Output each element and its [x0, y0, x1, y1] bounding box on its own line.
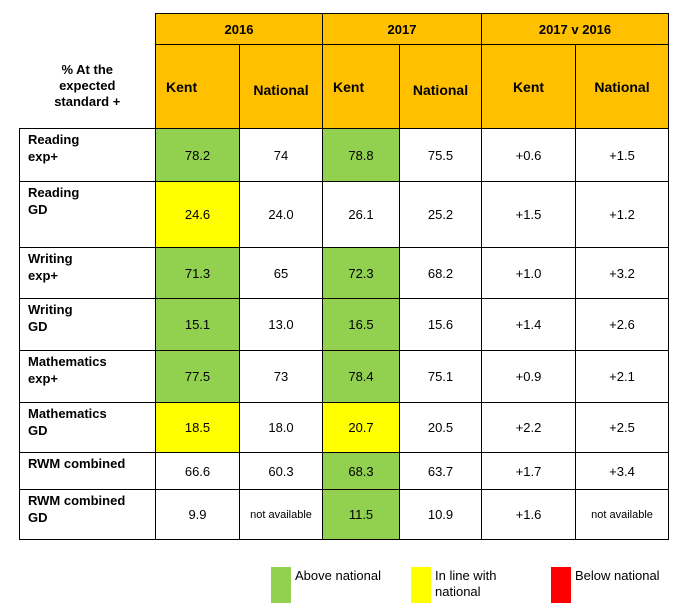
cell-national-2017: 20.5: [399, 402, 482, 453]
cell-national-2016: 73: [239, 350, 323, 403]
cell-kent-change: +2.2: [481, 402, 576, 453]
results-table: 2016 2017 2017 v 2016 % At the expected …: [19, 13, 669, 540]
row-label: Reading exp+: [19, 128, 156, 182]
row-label: Writing exp+: [19, 247, 156, 299]
col-national-2016: National: [239, 44, 323, 129]
table-row: Mathematics exp+ 77.5 73 78.4 75.1 +0.9 +2.1: [19, 350, 669, 403]
row-label: RWM combined: [19, 452, 156, 490]
row-label: Writing GD: [19, 298, 156, 351]
cell-national-2017: 63.7: [399, 452, 482, 490]
cell-kent-2016: 66.6: [155, 452, 240, 490]
corner-blank: [19, 13, 156, 45]
cell-national-2017: 15.6: [399, 298, 482, 351]
cell-kent-change: +1.0: [481, 247, 576, 299]
col-kent-2017: Kent: [322, 44, 400, 129]
cell-kent-change: +1.5: [481, 181, 576, 248]
cell-kent-2017: 16.5: [322, 298, 400, 351]
cell-kent-2016: 9.9: [155, 489, 240, 540]
cell-national-2017: 10.9: [399, 489, 482, 540]
cell-kent-change: +1.7: [481, 452, 576, 490]
cell-kent-change: +1.4: [481, 298, 576, 351]
cell-kent-2017: 26.1: [322, 181, 400, 248]
legend-below-swatch: [551, 567, 571, 603]
legend-below-label: Below national: [575, 568, 660, 583]
cell-kent-2016: 15.1: [155, 298, 240, 351]
cell-kent-2017: 11.5: [322, 489, 400, 540]
cell-national-change: not available: [575, 489, 669, 540]
legend-in-line-swatch: [411, 567, 431, 603]
cell-national-2016: 18.0: [239, 402, 323, 453]
cell-national-change: +3.4: [575, 452, 669, 490]
cell-national-2016: 60.3: [239, 452, 323, 490]
row-label: Mathematics exp+: [19, 350, 156, 403]
cell-national-2016: 74: [239, 128, 323, 182]
year-2016-header: 2016: [155, 13, 323, 45]
col-national-change: National: [575, 44, 669, 129]
cell-national-2017: 68.2: [399, 247, 482, 299]
year-change-header: 2017 v 2016: [481, 13, 669, 45]
cell-kent-2016: 77.5: [155, 350, 240, 403]
table-row: Mathematics GD 18.5 18.0 20.7 20.5 +2.2 +2.5: [19, 402, 669, 453]
cell-kent-2016: 18.5: [155, 402, 240, 453]
legend-above-label: Above national: [295, 568, 382, 583]
cell-kent-2017: 78.4: [322, 350, 400, 403]
cell-kent-2017: 72.3: [322, 247, 400, 299]
table-row: Reading GD 24.6 24.0 26.1 25.2 +1.5 +1.2: [19, 181, 669, 248]
table-row: RWM combined GD 9.9 not available 11.5 10.9 +1…: [19, 489, 669, 540]
table-row: Writing GD 15.1 13.0 16.5 15.6 +1.4 +2.6: [19, 298, 669, 351]
cell-kent-2016: 71.3: [155, 247, 240, 299]
cell-kent-2017: 68.3: [322, 452, 400, 490]
cell-national-2017: 75.1: [399, 350, 482, 403]
cell-national-2017: 75.5: [399, 128, 482, 182]
cell-national-change: +2.6: [575, 298, 669, 351]
cell-national-2016: not available: [239, 489, 323, 540]
cell-national-2016: 24.0: [239, 181, 323, 248]
cell-kent-2016: 24.6: [155, 181, 240, 248]
cell-national-change: +2.1: [575, 350, 669, 403]
row-label: RWM combined GD: [19, 489, 156, 540]
cell-kent-change: +0.6: [481, 128, 576, 182]
table-row: Writing exp+ 71.3 65 72.3 68.2 +1.0 +3.2: [19, 247, 669, 299]
col-kent-change: Kent: [481, 44, 576, 129]
cell-national-change: +2.5: [575, 402, 669, 453]
col-kent-2016: Kent: [155, 44, 240, 129]
legend-in-line-label: In line with national: [435, 568, 497, 599]
cell-kent-change: +1.6: [481, 489, 576, 540]
cell-national-change: +1.5: [575, 128, 669, 182]
table-title: % At the expected standard +: [54, 62, 121, 110]
cell-kent-2017: 78.8: [322, 128, 400, 182]
table-row: RWM combined 66.6 60.3 68.3 63.7 +1.7 +3.4: [19, 452, 669, 490]
year-2017-header: 2017: [322, 13, 482, 45]
col-national-2017: National: [399, 44, 482, 129]
legend-above-swatch: [271, 567, 291, 603]
cell-kent-2017: 20.7: [322, 402, 400, 453]
cell-national-2016: 65: [239, 247, 323, 299]
table-row: Reading exp+ 78.2 74 78.8 75.5 +0.6 +1.5: [19, 128, 669, 182]
cell-national-change: +1.2: [575, 181, 669, 248]
row-label: Mathematics GD: [19, 402, 156, 453]
cell-national-2017: 25.2: [399, 181, 482, 248]
row-label: Reading GD: [19, 181, 156, 248]
cell-national-2016: 13.0: [239, 298, 323, 351]
cell-kent-2016: 78.2: [155, 128, 240, 182]
cell-kent-change: +0.9: [481, 350, 576, 403]
cell-national-change: +3.2: [575, 247, 669, 299]
